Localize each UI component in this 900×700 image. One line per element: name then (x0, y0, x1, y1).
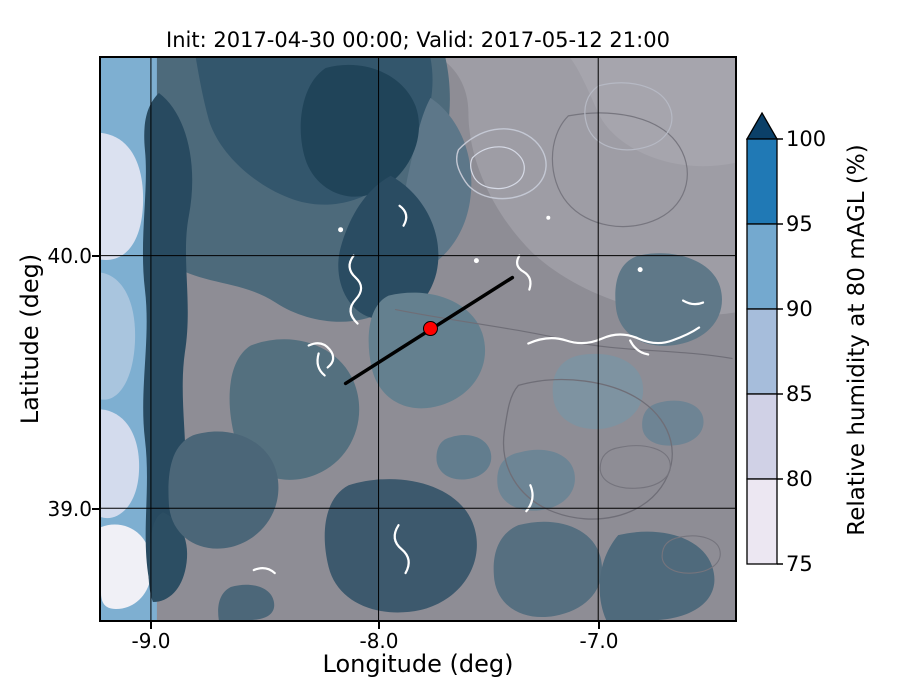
y-axis-label: Latitude (deg) (16, 253, 44, 425)
rh-region (101, 524, 152, 610)
rh-region (436, 435, 492, 480)
y-tick-label: 40.0 (47, 244, 92, 268)
rh-region (599, 531, 715, 620)
river (525, 484, 534, 513)
river (516, 254, 532, 291)
y-tick-label: 39.0 (47, 497, 92, 521)
terrain-contour (661, 535, 721, 574)
humidity-map-svg (101, 58, 735, 620)
river-dot (338, 227, 344, 233)
colorbar-tick-label: 95 (786, 212, 813, 236)
rh-region (218, 584, 275, 620)
river (252, 567, 276, 575)
plot-title: Init: 2017-04-30 00:00; Valid: 2017-05-1… (166, 28, 670, 52)
colorbar-segment (746, 223, 778, 310)
terrain-contour (599, 445, 671, 489)
rh-region (101, 132, 144, 260)
river-dot (546, 215, 551, 220)
colorbar-segment (746, 393, 778, 480)
y-tick-mark (92, 508, 99, 510)
river (527, 326, 701, 356)
rh-region (570, 58, 735, 167)
colorbar-segment (746, 478, 778, 565)
x-tick-label: -8.0 (359, 629, 399, 653)
colorbar (746, 111, 783, 565)
rh-region (324, 479, 477, 613)
river (398, 204, 408, 227)
rh-region (642, 400, 704, 446)
colorbar-tick-label: 80 (786, 467, 813, 491)
terrain-contour (456, 128, 547, 200)
rh-region (497, 449, 575, 511)
y-tick-mark (92, 255, 99, 257)
x-tick-mark (378, 622, 380, 629)
terrain-contour (502, 378, 673, 520)
colorbar-extend-arrow (746, 111, 779, 140)
rh-region (229, 339, 360, 480)
map-plot-area (99, 56, 737, 622)
x-tick-label: -9.0 (131, 629, 171, 653)
river (393, 524, 410, 575)
colorbar-axis-label: Relative humidity at 80 mAGL (%) (844, 144, 870, 536)
grid-lines (101, 58, 735, 620)
colorbar-tick-marks (777, 138, 783, 565)
river-dot (473, 258, 479, 264)
rh-region (338, 175, 439, 320)
rh-region (101, 272, 136, 400)
colorbar-tick-label: 75 (786, 552, 813, 576)
colorbar-segment (746, 138, 778, 225)
river (348, 254, 363, 325)
terrain-contour (551, 112, 688, 228)
x-tick-mark (598, 622, 600, 629)
river-dot (637, 267, 643, 273)
river (307, 342, 335, 377)
colorbar-segment (746, 308, 778, 395)
terrain-contour (584, 82, 673, 151)
colorbar-tick-label: 100 (786, 127, 827, 151)
overlays (343, 275, 515, 386)
x-axis-label: Longitude (deg) (322, 650, 514, 678)
x-tick-label: -7.0 (579, 629, 619, 653)
rh-region (615, 253, 722, 346)
x-tick-mark (150, 622, 152, 629)
colorbar-tick-label: 85 (786, 382, 813, 406)
rh-region (493, 521, 603, 618)
river (681, 299, 705, 306)
humidity-field-artwork (101, 58, 735, 620)
rh-region (101, 409, 140, 519)
river-lines (252, 204, 705, 575)
colorbar-tick-label: 90 (786, 297, 813, 321)
site-marker (422, 321, 438, 337)
rh-region (168, 431, 279, 549)
terrain-contour (470, 146, 525, 190)
rh-region (148, 512, 188, 603)
rh-region (368, 292, 486, 409)
rh-region (300, 64, 419, 197)
